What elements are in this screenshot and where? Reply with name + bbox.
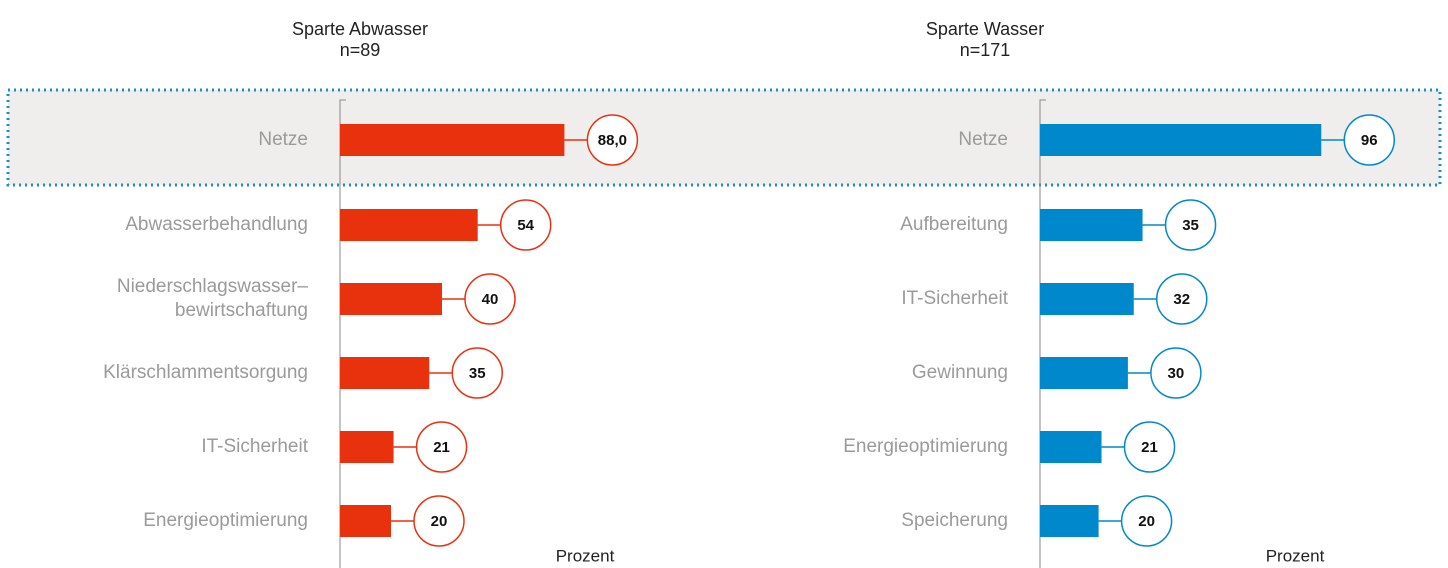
category-label: Energieoptimierung (843, 436, 1008, 457)
value-label: 21 (433, 439, 450, 456)
bar (1040, 209, 1143, 241)
category-label: Abwasserbehandlung (125, 214, 308, 235)
chart-title: Sparte Wasser (926, 19, 1044, 39)
category-label: Aufbereitung (900, 214, 1008, 235)
bar (1040, 124, 1322, 156)
value-badge (1150, 347, 1202, 399)
bar (340, 505, 391, 537)
category-label: Netze (958, 129, 1008, 150)
value-badge (499, 199, 552, 251)
bar (1040, 431, 1102, 463)
chart-subtitle: n=89 (340, 40, 381, 60)
value-label: 21 (1141, 439, 1158, 456)
value-label: 35 (469, 365, 486, 382)
value-label: 20 (1138, 513, 1155, 530)
x-axis-label: Prozent (556, 546, 615, 565)
value-label: 20 (431, 513, 448, 530)
bar (340, 283, 442, 315)
bar (1040, 283, 1134, 315)
value-badge (1120, 495, 1173, 547)
value-label: 40 (482, 291, 499, 308)
bar (340, 357, 430, 389)
value-badge (586, 114, 639, 166)
category-label: IT-Sicherheit (901, 288, 1008, 309)
value-badge (1156, 273, 1208, 325)
bar (1040, 357, 1128, 389)
value-badge (1343, 114, 1396, 166)
category-label: Klärschlammentsorgung (103, 362, 308, 383)
value-label: 35 (1182, 217, 1199, 234)
bar (340, 124, 565, 156)
axis-line (339, 99, 346, 568)
chart-title: Sparte Abwasser (292, 19, 428, 39)
chart-subtitle: n=171 (960, 40, 1011, 60)
bar (340, 209, 478, 241)
bar (1040, 505, 1099, 537)
category-label: Energieoptimierung (143, 510, 308, 531)
category-label: Niederschlagswasser– bewirtschaftung (116, 276, 308, 321)
value-badge (451, 347, 503, 399)
value-label: 30 (1168, 365, 1185, 382)
axis-line (1039, 99, 1046, 568)
bar (340, 431, 394, 463)
value-label: 96 (1361, 132, 1378, 149)
value-badge (415, 421, 468, 473)
x-axis-label: Prozent (1266, 546, 1325, 565)
value-label: 88,0 (598, 132, 627, 149)
value-label: 32 (1173, 291, 1190, 308)
category-label: IT-Sicherheit (201, 436, 308, 457)
value-label: 54 (517, 217, 534, 234)
value-badge (413, 495, 465, 547)
value-badge (464, 273, 516, 325)
category-label: Speicherung (901, 510, 1008, 531)
category-label: Gewinnung (911, 362, 1008, 383)
value-badge (1164, 199, 1217, 251)
category-label: Netze (258, 129, 308, 150)
value-badge (1123, 421, 1176, 473)
